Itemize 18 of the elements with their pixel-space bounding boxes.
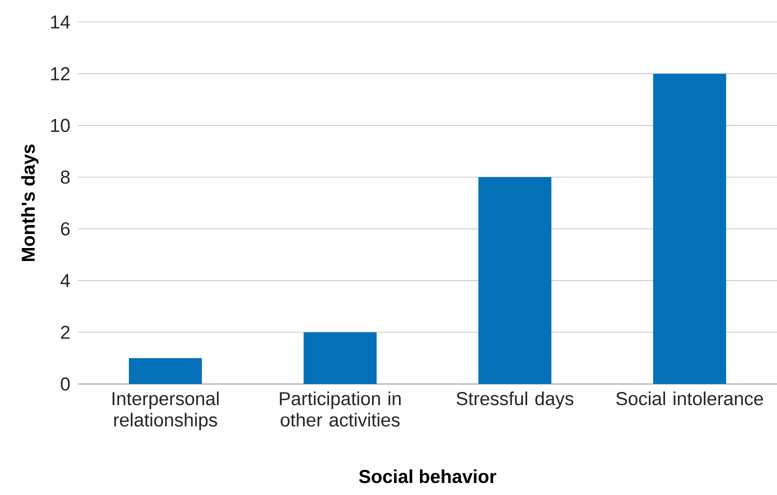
bar [653, 74, 726, 384]
x-tick-label: Stressful days [456, 392, 574, 409]
x-axis-title: Social behavior [359, 469, 496, 484]
y-tick-label: 6 [61, 222, 70, 236]
y-axis-title: Month's days [21, 144, 39, 261]
bar [128, 358, 202, 384]
bar [304, 332, 377, 384]
y-tick-label: 12 [51, 67, 70, 80]
y-tick-label: 8 [60, 170, 70, 184]
y-tick-label: 10 [51, 118, 70, 132]
x-tick-label: Social intolerance [616, 392, 763, 406]
y-tick-label: 4 [60, 274, 70, 287]
bar [478, 177, 552, 384]
x-tick-label: Interpersonal relationships [112, 392, 219, 430]
x-tick-label: Participation in other activities [280, 392, 401, 427]
y-tick-label: 14 [51, 16, 70, 28]
y-tick-label: 0 [60, 377, 70, 391]
y-tick-label: 2 [61, 326, 70, 339]
